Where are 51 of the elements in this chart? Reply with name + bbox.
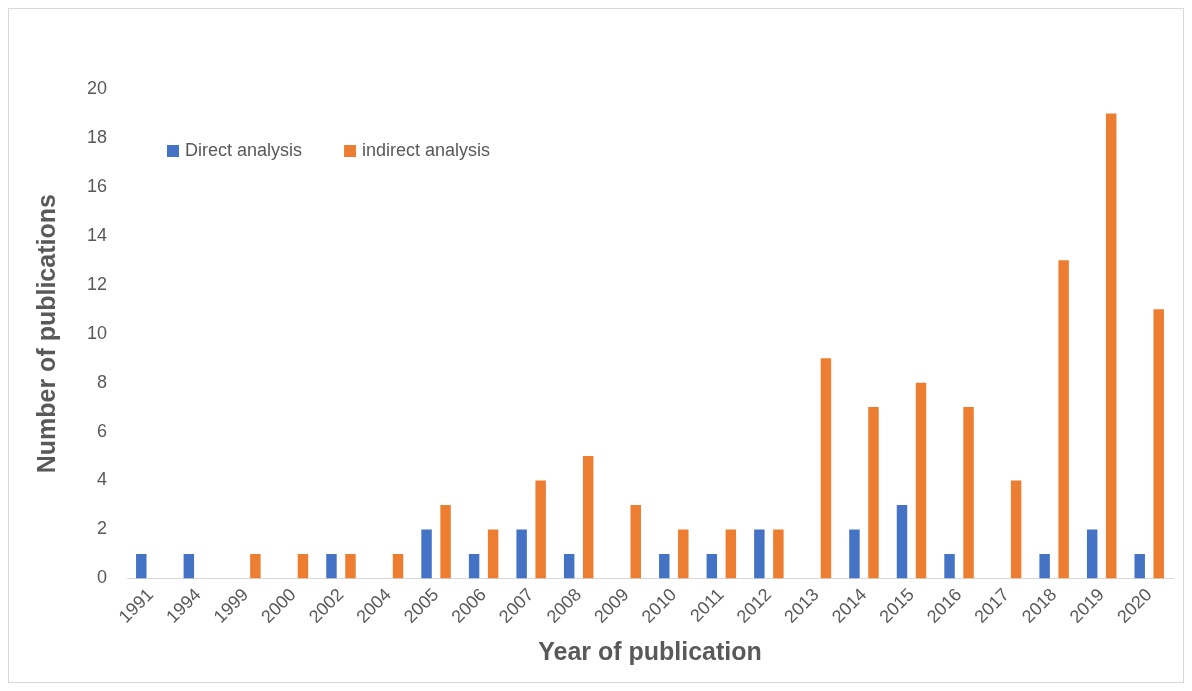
bar <box>392 553 404 579</box>
y-tick-label: 0 <box>97 567 108 588</box>
bar <box>1058 260 1069 579</box>
bar <box>820 358 832 579</box>
bar <box>915 382 927 579</box>
bar <box>849 529 860 579</box>
bar <box>868 407 879 579</box>
y-tick-label: 6 <box>97 420 108 441</box>
bar <box>516 529 527 579</box>
y-tick-label: 10 <box>86 322 108 343</box>
bar <box>297 553 309 579</box>
bar <box>659 553 670 579</box>
bar <box>1086 529 1098 579</box>
bar <box>630 505 641 579</box>
bar <box>1105 113 1117 579</box>
bar <box>1039 553 1050 579</box>
y-tick-label: 4 <box>97 469 108 490</box>
y-tick-label: 18 <box>86 126 108 147</box>
bar <box>582 456 594 579</box>
x-axis-title: Year of publication <box>538 636 762 665</box>
legend-label: indirect analysis <box>362 139 491 160</box>
bar <box>345 553 356 579</box>
bar <box>678 529 689 579</box>
y-tick-label: 14 <box>86 224 108 245</box>
bar <box>963 407 974 579</box>
y-tick-label: 8 <box>97 371 108 392</box>
bar <box>535 480 546 579</box>
y-tick-label: 12 <box>86 273 108 294</box>
y-axis-title: Number of publications <box>31 194 60 474</box>
legend-label: Direct analysis <box>185 139 303 160</box>
bar <box>421 529 432 579</box>
bar <box>1010 480 1022 579</box>
bar <box>326 553 337 579</box>
y-tick-label: 20 <box>86 77 108 98</box>
bar <box>896 505 908 579</box>
bar <box>725 529 737 579</box>
bar <box>136 553 147 579</box>
bar <box>944 553 955 579</box>
bar <box>250 553 261 579</box>
y-tick-label: 16 <box>86 175 108 196</box>
bar <box>440 505 451 579</box>
bar <box>754 529 765 579</box>
bar <box>183 553 195 579</box>
bar <box>468 553 480 579</box>
bar <box>773 529 784 579</box>
bar <box>706 553 718 579</box>
y-tick-label: 2 <box>97 518 108 539</box>
bar <box>563 553 575 579</box>
bar <box>1134 553 1145 579</box>
bar <box>1153 309 1164 579</box>
bar <box>487 529 499 579</box>
